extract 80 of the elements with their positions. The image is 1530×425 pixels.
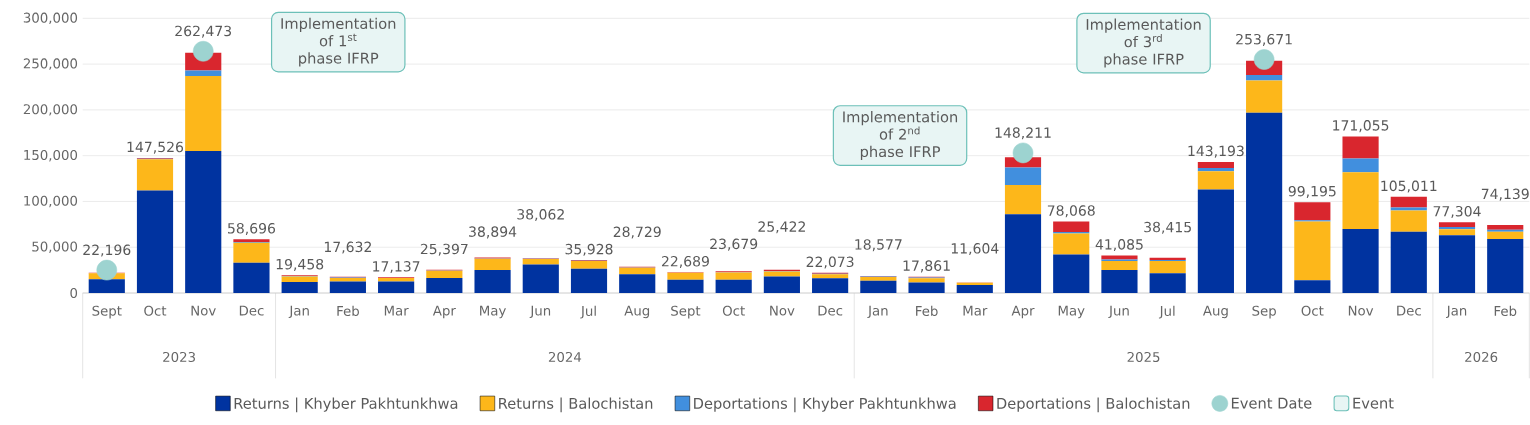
text: 2025 xyxy=(1127,351,1160,363)
x-tick-label: Sep xyxy=(1252,305,1276,319)
text: 2026 xyxy=(1465,351,1498,363)
x-tick-label: Apr xyxy=(432,305,456,319)
x-tick-label: Oct xyxy=(1301,305,1324,316)
x-tick-label: Nov xyxy=(770,305,795,316)
y-tick-label: 250,000 xyxy=(23,58,78,70)
x-tick-label: Aug xyxy=(624,305,650,319)
x-tick-label: Oct xyxy=(144,305,167,316)
total-label: 22,196 xyxy=(83,244,131,257)
total-label: 78,068 xyxy=(1047,205,1095,218)
x-tick-label: Jan xyxy=(288,305,309,319)
total-label: 77,304 xyxy=(1433,205,1481,218)
total-label: 74,139 xyxy=(1481,188,1529,201)
x-tick-label: Feb xyxy=(1494,305,1517,317)
x-tick-label: Dec xyxy=(1397,305,1421,316)
y-tick-label: 150,000 xyxy=(24,149,78,162)
total-label: 105,011 xyxy=(1381,180,1437,193)
y-tick-label: 0 xyxy=(70,287,78,299)
x-tick-label: May xyxy=(1058,305,1085,319)
x-tick-label: Jul xyxy=(1158,305,1175,319)
text: Event xyxy=(1353,397,1394,409)
x-tick-label: Feb xyxy=(916,305,938,317)
total-label: 22,689 xyxy=(661,255,709,268)
annotation: Implementation of 3$^{rd}$ phase IFRP xyxy=(1086,18,1201,68)
x-tick-label: Sept xyxy=(92,305,122,319)
total-label: 11,604 xyxy=(951,243,999,256)
total-label: 18,577 xyxy=(855,239,902,252)
total-label: 17,861 xyxy=(903,260,950,273)
total-label: 147,526 xyxy=(127,141,184,154)
total-label: 143,193 xyxy=(1188,145,1244,158)
legend-label: Deportations | Balochistan xyxy=(997,397,1190,413)
total-label: 253,671 xyxy=(1236,33,1292,46)
total-label: 58,696 xyxy=(228,222,276,235)
x-tick-label: May xyxy=(480,305,506,319)
annotation: Implementation of 1$^{st}$ phase IFRP xyxy=(281,17,396,67)
legend-label: Returns | Balochistan xyxy=(499,397,653,413)
x-tick-label: Apr xyxy=(1011,305,1035,319)
x-tick-label: Nov xyxy=(191,305,216,316)
total-label: 25,422 xyxy=(758,221,805,234)
total-label: 148,211 xyxy=(995,127,1051,140)
x-tick-label: Jun xyxy=(1108,305,1129,319)
y-tick-label: 200,000 xyxy=(23,104,78,116)
legend-label: Event Date xyxy=(1231,397,1312,409)
x-tick-label: Jul xyxy=(580,305,596,319)
x-tick-label: Mar xyxy=(384,305,409,316)
total-label: 38,415 xyxy=(1144,221,1191,234)
x-tick-label: Jan xyxy=(1446,305,1467,319)
total-label: 35,928 xyxy=(565,243,613,256)
y-tick-label: 300,000 xyxy=(23,12,78,25)
text: 2024 xyxy=(548,351,582,363)
total-label: 28,729 xyxy=(613,226,661,239)
total-label: 19,458 xyxy=(276,258,324,271)
total-label: 38,894 xyxy=(469,226,517,239)
y-tick-label: 50,000 xyxy=(32,241,78,253)
total-label: 22,073 xyxy=(806,256,854,269)
legend-label: Returns | Khyber Pakhtunkhwa xyxy=(234,397,458,413)
total-label: 23,679 xyxy=(710,238,758,251)
total-label: 99,195 xyxy=(1288,185,1336,198)
total-label: 38,062 xyxy=(517,209,564,222)
annotation: Implementation of 2$^{nd}$ phase IFRP xyxy=(843,111,958,160)
text: 2023 xyxy=(163,351,196,363)
x-tick-label: Dec xyxy=(239,305,264,316)
total-label: 262,473 xyxy=(175,25,232,38)
x-tick-label: Jan xyxy=(867,305,888,319)
legend-label: Deportations | Khyber Pakhtunkhwa xyxy=(694,397,956,413)
x-tick-label: Mar xyxy=(963,305,988,316)
x-tick-label: Sept xyxy=(671,305,701,319)
total-label: 17,137 xyxy=(373,261,420,274)
x-tick-label: Feb xyxy=(337,305,359,317)
x-tick-label: Dec xyxy=(818,305,843,316)
y-tick-label: 100,000 xyxy=(24,195,78,208)
x-tick-label: Aug xyxy=(1202,305,1228,319)
total-label: 171,055 xyxy=(1333,120,1389,133)
x-tick-label: Oct xyxy=(722,305,745,316)
total-label: 41,085 xyxy=(1095,239,1143,252)
x-tick-label: Jun xyxy=(529,305,551,319)
x-tick-label: Nov xyxy=(1348,305,1374,316)
total-label: 25,397 xyxy=(420,243,468,256)
total-label: 17,632 xyxy=(324,241,371,254)
